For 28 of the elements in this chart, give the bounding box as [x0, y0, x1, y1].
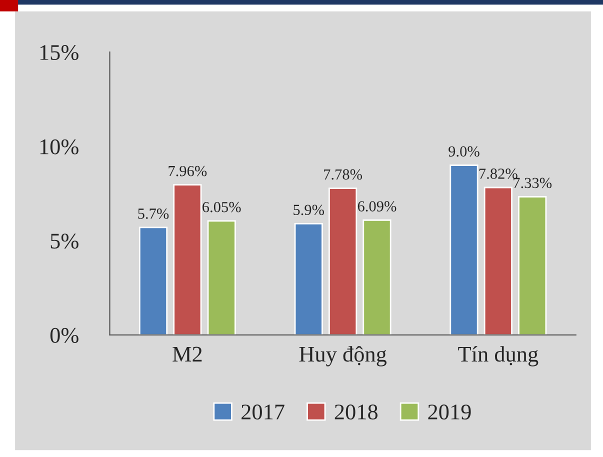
- data-label: 7.78%: [324, 169, 362, 180]
- data-label: 7.33%: [514, 178, 552, 188]
- data-label: 7.96%: [168, 166, 207, 176]
- bar: [173, 184, 202, 335]
- data-label: 7.82%: [479, 168, 518, 179]
- legend-label: 2019: [428, 404, 471, 420]
- y-tick-label: 5%: [50, 234, 78, 249]
- bar: [484, 186, 512, 335]
- data-label: 9.0%: [448, 146, 480, 157]
- data-label: 6.05%: [202, 202, 241, 212]
- x-tick-label: M2: [172, 346, 202, 362]
- data-label: 5.7%: [138, 208, 169, 219]
- bar: [207, 220, 236, 335]
- bar: [294, 223, 323, 335]
- x-tick-label: Tín dụng: [458, 346, 538, 366]
- legend-label: 2017: [242, 404, 284, 420]
- y-tick-label: 15%: [40, 45, 78, 60]
- bar: [518, 196, 547, 335]
- bar: [362, 219, 392, 335]
- bar: [138, 226, 168, 335]
- data-label: 6.09%: [358, 201, 396, 212]
- data-label: 5.9%: [294, 204, 324, 216]
- bar: [328, 188, 358, 335]
- y-tick-label: 0%: [50, 328, 78, 343]
- legend-label: 2018: [334, 404, 378, 420]
- x-tick-label: Huy động: [299, 346, 387, 366]
- y-tick-label: 10%: [40, 139, 78, 154]
- bar: [450, 164, 478, 335]
